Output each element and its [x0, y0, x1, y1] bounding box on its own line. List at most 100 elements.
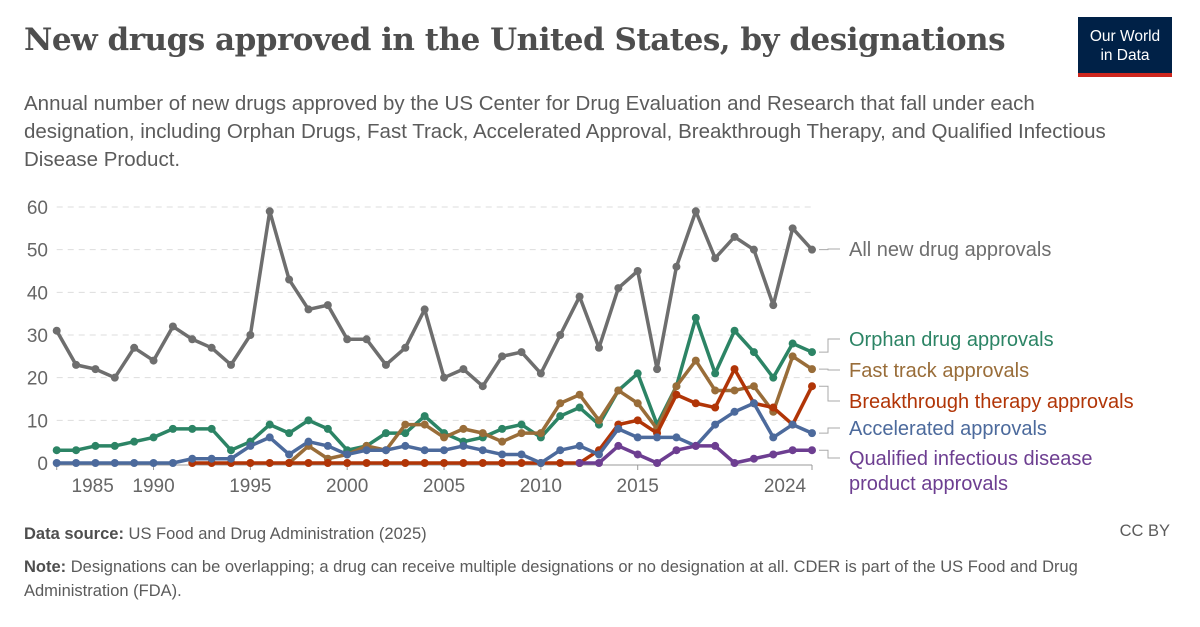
data-point — [265, 420, 274, 429]
data-point — [633, 433, 642, 442]
data-point — [749, 348, 758, 357]
series-line — [56, 316, 813, 452]
data-point — [614, 424, 623, 433]
data-point — [110, 441, 119, 450]
data-point — [536, 369, 545, 378]
label-connector — [819, 449, 840, 459]
data-point — [459, 441, 468, 450]
data-point — [246, 459, 255, 467]
data-point — [808, 348, 816, 357]
x-tick-label: 1990 — [132, 476, 174, 497]
data-point — [808, 245, 816, 254]
logo-bar — [1078, 73, 1172, 77]
data-point — [556, 459, 565, 467]
data-point — [653, 433, 662, 442]
data-point — [672, 446, 681, 455]
data-point — [304, 459, 313, 467]
data-point — [594, 416, 603, 425]
data-point — [207, 343, 216, 352]
data-point — [575, 403, 584, 412]
data-point — [304, 416, 313, 425]
data-point — [459, 424, 468, 433]
note-label: Note: — [24, 558, 67, 576]
data-point — [769, 450, 778, 459]
note-text: Designations can be overlapping; a drug … — [24, 558, 1078, 600]
data-point — [788, 339, 797, 348]
label-connector — [819, 368, 840, 371]
data-point — [691, 356, 700, 365]
series-line — [56, 401, 813, 465]
data-point — [149, 433, 158, 442]
data-point — [401, 420, 410, 429]
data-point — [362, 335, 371, 344]
data-point — [381, 446, 390, 455]
data-point — [749, 245, 758, 254]
chart-title: New drugs approved in the United States,… — [24, 22, 1006, 58]
data-point — [614, 441, 623, 450]
data-point — [711, 420, 720, 429]
data-point — [498, 352, 507, 361]
data-point — [420, 412, 429, 421]
data-point — [730, 326, 739, 335]
data-point — [614, 386, 623, 395]
data-point — [478, 446, 487, 455]
data-point — [730, 232, 739, 241]
data-point — [769, 433, 778, 442]
data-point — [711, 254, 720, 263]
data-point — [730, 459, 739, 467]
data-point — [594, 459, 603, 467]
data-point — [420, 305, 429, 314]
y-tick-label: 10 — [27, 411, 48, 432]
data-point — [72, 459, 81, 467]
owid-logo[interactable]: Our World in Data — [1078, 17, 1172, 77]
data-point — [633, 399, 642, 408]
data-point — [575, 292, 584, 301]
data-point — [149, 356, 158, 365]
x-tick-label: 2024 — [764, 476, 807, 497]
data-point — [769, 373, 778, 382]
data-point — [459, 459, 468, 467]
y-tick-label: 30 — [27, 326, 48, 347]
data-point — [227, 454, 235, 463]
data-point — [246, 331, 255, 339]
data-point — [285, 275, 294, 284]
data-point — [323, 441, 332, 450]
y-tick-label: 40 — [27, 283, 48, 304]
data-point — [614, 284, 623, 293]
data-point — [381, 360, 390, 369]
data-point — [711, 386, 720, 395]
label-connector — [819, 248, 840, 251]
x-tick-label: 1995 — [229, 476, 271, 497]
data-point — [440, 433, 449, 442]
data-point — [440, 446, 449, 455]
series-label: Orphan drug approvals — [849, 329, 1054, 351]
data-point — [730, 365, 739, 374]
data-point — [672, 433, 681, 442]
data-point — [633, 450, 642, 459]
data-point — [711, 441, 720, 450]
data-point — [91, 441, 100, 450]
data-point — [633, 416, 642, 425]
data-point — [459, 365, 468, 374]
data-point — [672, 390, 681, 399]
data-point — [440, 373, 449, 382]
label-connector — [819, 385, 840, 402]
data-point — [343, 450, 352, 459]
data-point — [498, 450, 507, 459]
data-point — [420, 420, 429, 429]
data-point — [227, 446, 235, 455]
series-label: Accelerated approvals — [849, 418, 1047, 440]
y-tick-label: 50 — [27, 241, 48, 262]
data-point — [130, 437, 139, 446]
data-point — [52, 326, 61, 335]
license-link[interactable]: CC BY — [1119, 522, 1170, 540]
data-point — [285, 450, 294, 459]
data-point — [498, 437, 507, 446]
data-point — [691, 399, 700, 408]
x-tick-label: 2000 — [326, 476, 368, 497]
chart-subtitle: Annual number of new drugs approved by t… — [24, 92, 1106, 171]
data-point — [188, 424, 197, 433]
label-connector — [819, 338, 840, 353]
